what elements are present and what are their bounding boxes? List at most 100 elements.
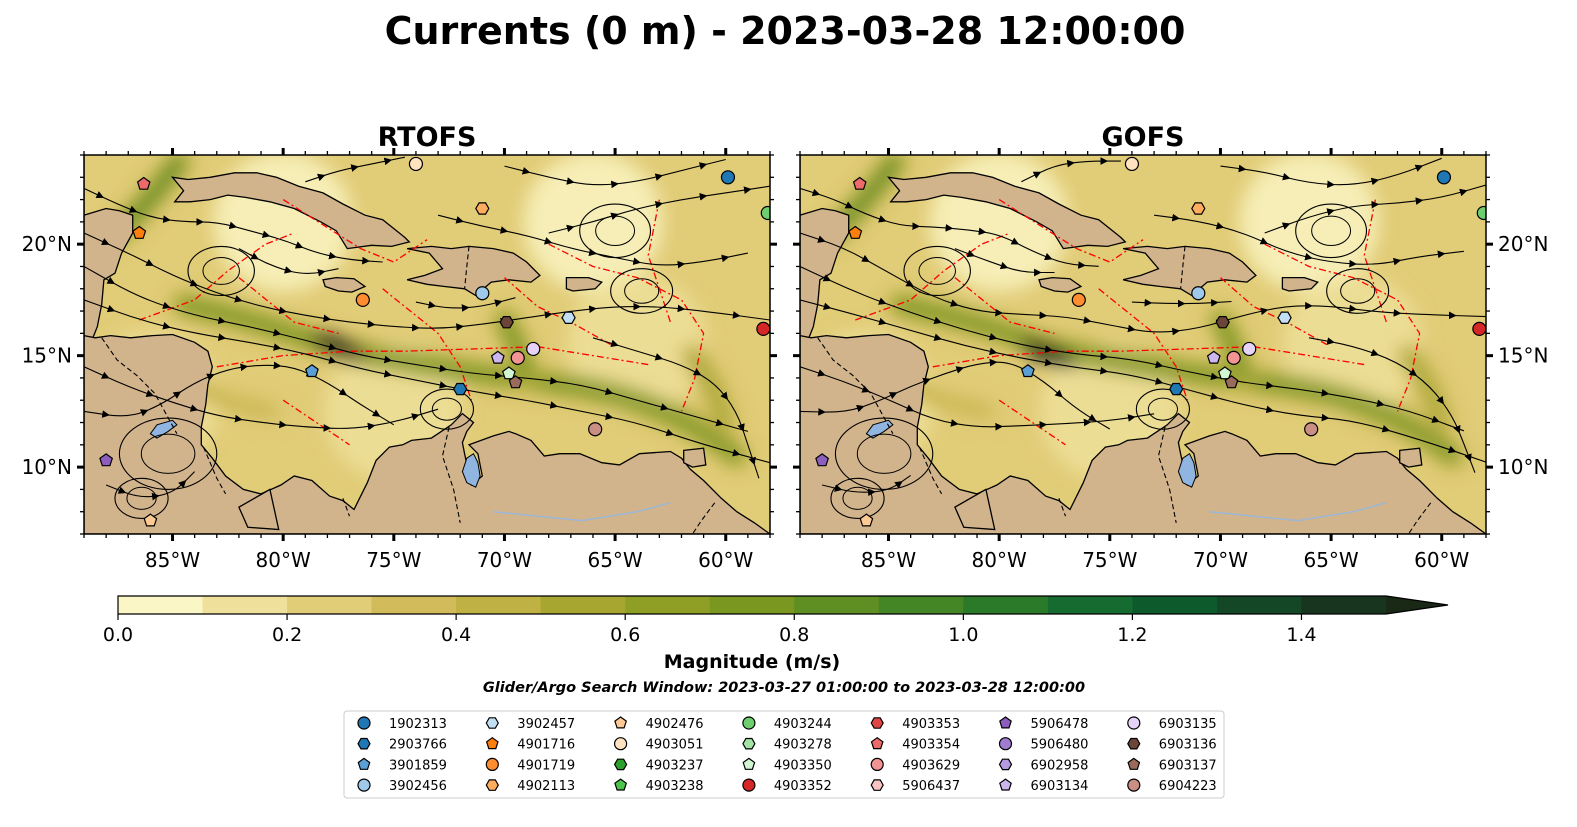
legend-marker-6903135 (1127, 716, 1141, 730)
legend-label: 2903766 (389, 738, 447, 753)
colorbar-tick-label: 0.8 (779, 624, 809, 646)
eddy-streamline (1340, 278, 1376, 304)
legend-label: 4903352 (774, 779, 832, 794)
lon-tick-label: 75°W (1082, 548, 1137, 572)
lat-tick-label: 20°N (1498, 232, 1548, 256)
lat-tick-label: 10°N (1498, 455, 1548, 479)
river-line (493, 502, 671, 522)
platform-6903135 (1242, 341, 1257, 357)
eddy-streamline (903, 245, 971, 297)
colorbar-segment (625, 596, 711, 614)
legend-label: 6903134 (1031, 779, 1089, 794)
platform-5906478 (815, 453, 830, 467)
colorbar-segment (1047, 596, 1133, 614)
legend-label: 6903137 (1159, 758, 1217, 773)
legend-marker-4902476 (614, 716, 628, 729)
platform-4903629 (510, 350, 525, 365)
platform-1902313 (720, 170, 736, 185)
lat-axis-rtofs: 10°N 15°N 20°N (22, 154, 777, 535)
panel-rtofs: RTOFS 85°W 80°W 75°W 70°W 65°W 60°W 10°N 15°N 2… (22, 122, 777, 572)
platform-6904223 (588, 422, 603, 437)
colorbar-segment (202, 596, 288, 614)
lat-axis-gofs: 10°N 15°N 20°N (793, 154, 1548, 535)
river-line (1209, 502, 1387, 522)
eddy-streamline (918, 256, 956, 285)
eddy-streamline (579, 203, 652, 259)
eddy-streamline (187, 245, 255, 297)
legend-marker-4903353 (870, 717, 884, 729)
legend-marker-3902457 (485, 717, 499, 729)
platform-3901859 (1020, 364, 1035, 378)
lon-tick-label: 85°W (145, 548, 200, 572)
legend-marker-4903278 (742, 737, 756, 750)
platform-6903136 (1215, 316, 1230, 329)
panel-gofs: GOFS 85°W 80°W 75°W 70°W 65°W 60°W 10°N 15°N 20… (793, 122, 1548, 572)
legend-label: 6903136 (1159, 738, 1217, 753)
colorbar-outline (117, 595, 1449, 615)
platform-4901716 (132, 225, 147, 239)
streamlines (84, 156, 770, 519)
legend-marker-4903352 (742, 778, 756, 792)
platform-4902113 (475, 202, 490, 215)
lake-polygon (1177, 452, 1197, 488)
eddy-streamline (624, 278, 660, 304)
legend-marker-4903051 (613, 737, 628, 751)
legend-label: 5906480 (1031, 738, 1089, 753)
platform-markers (815, 156, 1486, 527)
streamline (1021, 157, 1121, 183)
streamline (437, 214, 749, 269)
colorbar-segment (1301, 596, 1387, 614)
colorbar-tick-label: 1.2 (1117, 624, 1147, 646)
platform-2903766 (453, 382, 468, 396)
eddy-streamline (114, 477, 169, 519)
legend-label: 4903629 (902, 758, 960, 773)
platform-6904223 (1304, 422, 1319, 437)
streamlines (800, 157, 1486, 519)
legend-marker-6903134 (999, 778, 1012, 791)
platform-3902457 (1277, 311, 1292, 324)
eddy-streamline (856, 433, 912, 474)
land-polygon (238, 488, 280, 531)
colorbar-tick-label: 0.6 (610, 624, 640, 646)
legend-marker-5906437 (870, 779, 884, 791)
eddy-streamline (1147, 397, 1179, 421)
legend-marker-4903629 (870, 757, 884, 772)
legend-marker-2903766 (357, 737, 371, 750)
legend-marker-4903237 (613, 758, 628, 771)
legend-label: 4903238 (646, 779, 704, 794)
colorbar-segment (878, 596, 964, 614)
legend-label: 4902476 (646, 717, 704, 732)
legend-marker-6903136 (1127, 737, 1141, 750)
legend-marker-4903238 (614, 778, 628, 791)
lon-tick-label: 80°W (256, 548, 311, 572)
legend-label: 4903051 (646, 738, 704, 753)
platform-4903629 (1226, 350, 1241, 365)
platform-4903350 (1217, 366, 1232, 380)
lon-tick-label: 70°W (1193, 548, 1248, 572)
legend-marker-3901859 (357, 757, 371, 770)
colorbar-segment (456, 596, 542, 614)
legend-marker-3902456 (357, 778, 371, 792)
eddy-streamline (830, 477, 885, 519)
map-frame-rtofs (83, 154, 771, 535)
lat-tick-label: 15°N (1498, 344, 1548, 368)
platform-6903134 (490, 350, 505, 364)
legend-label: 4903354 (902, 738, 960, 753)
lon-tick-label: 65°W (587, 548, 642, 572)
legend-label: 4901716 (517, 738, 575, 753)
legend-marker-4901716 (485, 736, 499, 750)
legend-label: 4903353 (902, 717, 960, 732)
legend-label: 4901719 (517, 758, 575, 773)
colorbar-extend-arrow (1386, 596, 1448, 614)
streamline (821, 474, 911, 497)
colorbar-segment (794, 596, 880, 614)
lon-tick-label: 65°W (1303, 548, 1358, 572)
eddy-streamline (419, 388, 475, 430)
legend-label: 6904223 (1159, 779, 1217, 794)
legend-marker-4903350 (742, 757, 756, 770)
legend-label: 1902313 (389, 717, 447, 732)
legend-label: 6902958 (1031, 758, 1089, 773)
streamline (1308, 337, 1476, 473)
lon-tick-label: 60°W (698, 548, 753, 572)
